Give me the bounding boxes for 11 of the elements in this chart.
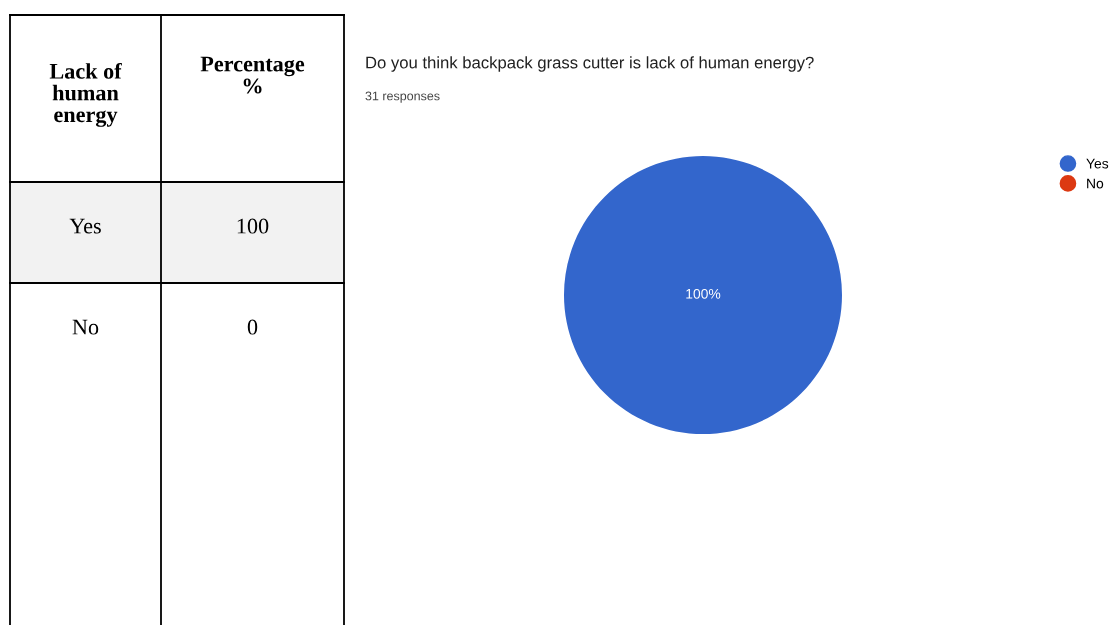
- legend-label: No: [1087, 178, 1104, 189]
- text: Percentage %: [200, 56, 305, 94]
- text: 31 responses: [365, 91, 440, 103]
- data-label: 100: [237, 218, 269, 234]
- chart-title: Do you think backpack grass cutter is lack of human energy?: [366, 56, 814, 72]
- data-label: 0: [247, 319, 258, 335]
- category-label: Yes: [69, 218, 101, 234]
- text: Lack of human energy: [49, 62, 122, 127]
- category-label: No: [72, 319, 99, 335]
- legend-label: Yes: [1086, 158, 1109, 169]
- data-label: 100%: [686, 288, 721, 299]
